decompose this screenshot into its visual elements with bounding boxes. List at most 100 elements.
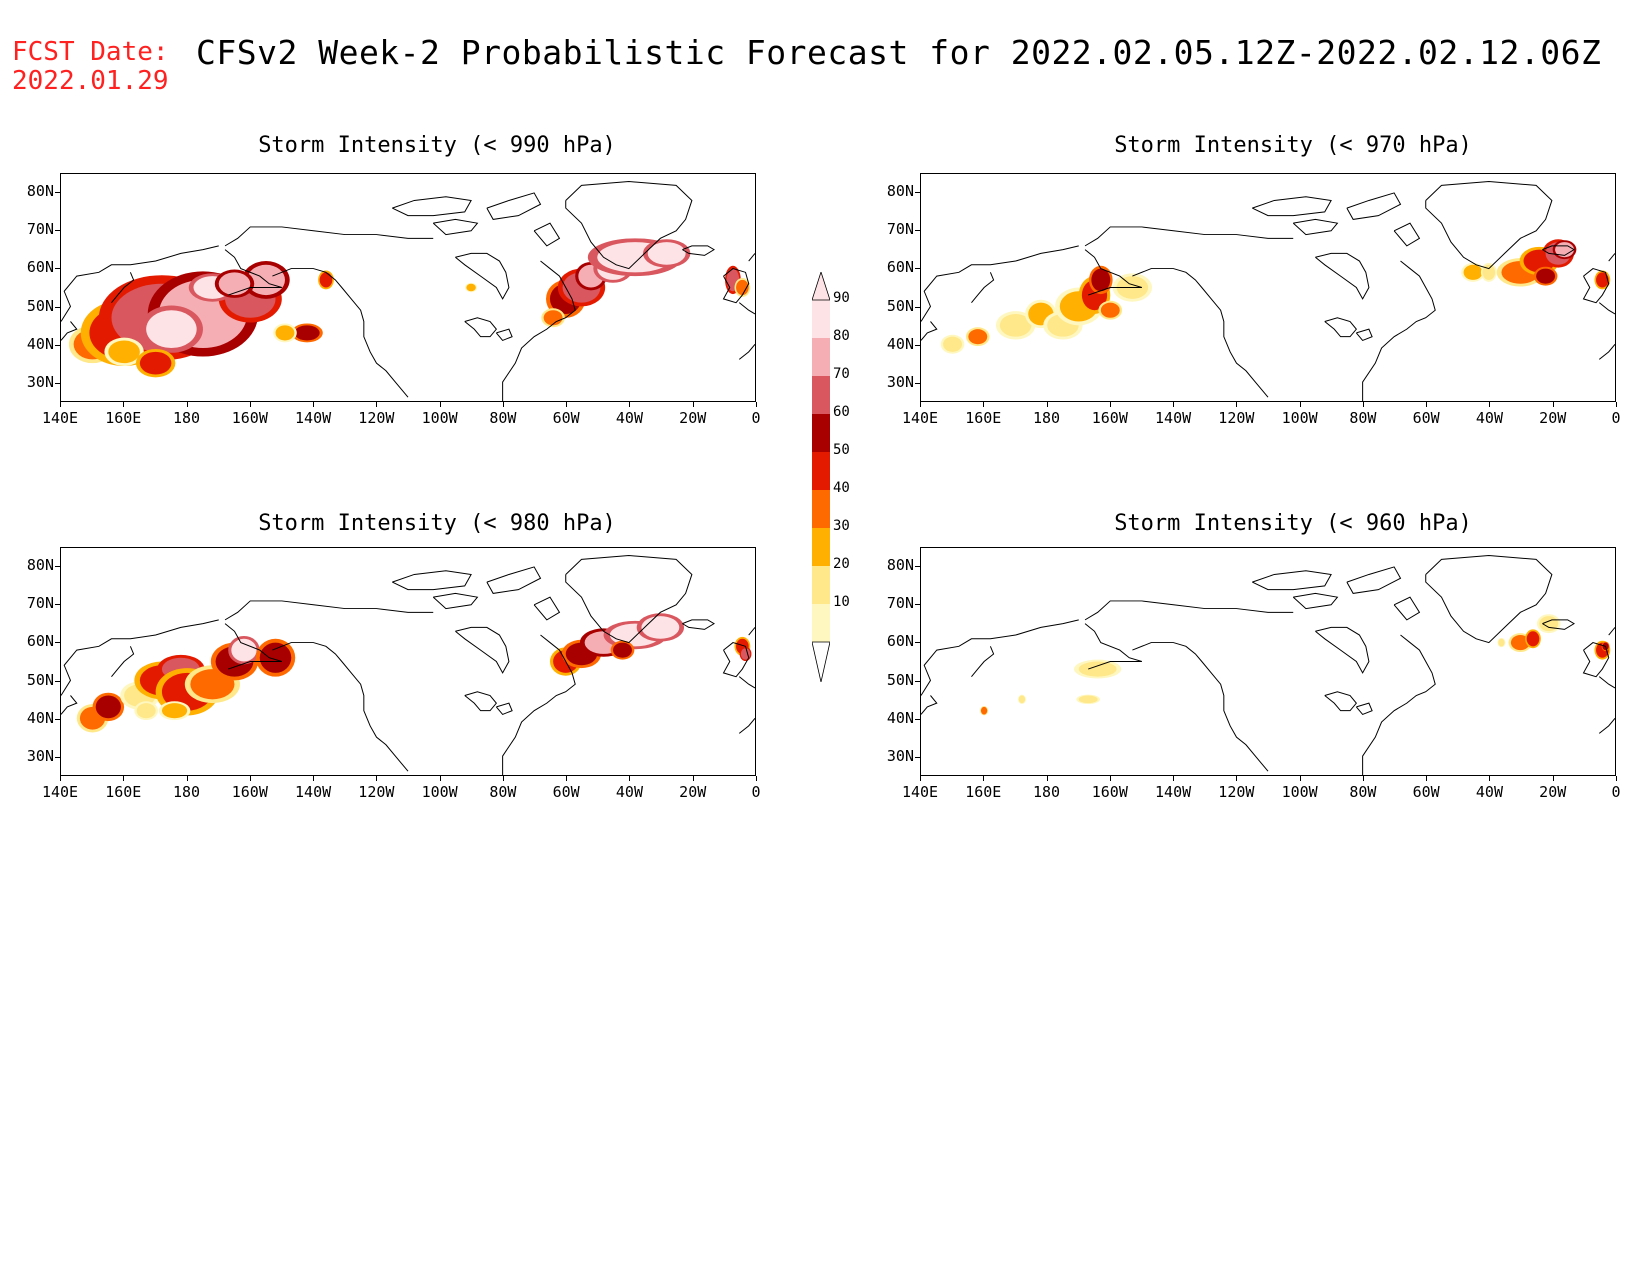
lon-label: 20W <box>679 783 707 801</box>
lon-tick <box>1046 776 1048 781</box>
lon-label: 140E <box>41 783 79 801</box>
coastline <box>738 717 755 734</box>
lat-tick <box>55 306 60 308</box>
lat-tick <box>915 230 920 232</box>
lon-label: 40W <box>1475 783 1503 801</box>
lat-label: 30N <box>26 372 54 391</box>
colorbar-label: 50 <box>833 442 850 458</box>
lat-label: 40N <box>26 334 54 353</box>
probability-area <box>319 272 333 288</box>
lon-label: 40W <box>1475 409 1503 427</box>
probability-area <box>146 310 197 349</box>
probability-area <box>613 642 632 658</box>
map-panel-980 <box>60 547 756 776</box>
lat-tick <box>915 566 920 568</box>
lon-tick <box>439 402 441 407</box>
probability-area <box>641 616 680 639</box>
coastline <box>61 695 78 715</box>
coastline <box>1132 268 1269 398</box>
coastline <box>455 626 510 674</box>
lat-tick <box>915 756 920 758</box>
coastline <box>224 600 434 621</box>
lon-label: 0 <box>1611 783 1621 801</box>
lon-tick <box>376 776 378 781</box>
lat-tick <box>915 268 920 270</box>
coastline <box>738 676 755 689</box>
lon-tick <box>1299 402 1301 407</box>
coastline <box>1084 226 1294 247</box>
lon-tick <box>123 402 125 407</box>
lat-label: 40N <box>886 708 914 727</box>
coastline <box>464 691 497 712</box>
coastline <box>392 570 472 591</box>
coastline <box>921 245 1079 322</box>
lat-label: 80N <box>26 556 54 575</box>
coastline <box>1425 181 1553 270</box>
coastline <box>1252 196 1332 217</box>
colorbar-label: 80 <box>833 328 850 344</box>
lat-label: 60N <box>886 258 914 277</box>
coastline <box>1324 691 1357 712</box>
map-panel-960 <box>920 547 1616 776</box>
lon-tick <box>1489 776 1491 781</box>
lon-label: 160W <box>1091 409 1128 427</box>
lon-tick <box>60 776 61 781</box>
probability-area <box>95 695 121 719</box>
lon-label: 80W <box>1349 783 1377 801</box>
probability-area <box>968 329 988 345</box>
probability-area <box>999 313 1032 337</box>
coastline <box>1582 268 1610 304</box>
lon-tick <box>1616 402 1617 407</box>
lon-label: 40W <box>615 783 643 801</box>
lon-label: 120W <box>358 783 395 801</box>
coastline <box>224 249 283 296</box>
lon-label: 140W <box>1155 409 1192 427</box>
lon-label: 180 <box>172 409 201 427</box>
lat-tick <box>915 192 920 194</box>
coastline <box>432 592 479 610</box>
coastline <box>432 218 479 236</box>
map-svg-970 <box>921 181 1615 401</box>
lat-label: 30N <box>886 372 914 391</box>
lat-label: 50N <box>26 670 54 689</box>
coastline <box>682 245 715 256</box>
lat-label: 60N <box>26 258 54 277</box>
lon-label: 20W <box>1539 409 1567 427</box>
probability-area <box>647 242 686 265</box>
coastline <box>1582 642 1610 678</box>
lon-label: 60W <box>1412 783 1440 801</box>
colorbar <box>812 272 830 682</box>
colorbar-swatch <box>812 414 830 452</box>
lat-label: 60N <box>26 632 54 651</box>
coastline <box>722 642 750 678</box>
colorbar-label: 60 <box>833 404 850 420</box>
lat-tick <box>915 382 920 384</box>
lon-tick <box>502 776 504 781</box>
forecast-date-block: FCST Date: 2022.01.29 <box>12 38 169 96</box>
coastline <box>272 268 409 398</box>
lat-tick <box>55 566 60 568</box>
lon-tick <box>1109 402 1111 407</box>
probability-area <box>980 706 988 715</box>
probability-area <box>1078 661 1117 677</box>
lat-label: 80N <box>26 182 54 201</box>
forecast-date-value: 2022.01.29 <box>12 66 169 96</box>
coastline <box>1292 592 1339 610</box>
lon-label: 80W <box>489 783 517 801</box>
lon-tick <box>123 776 125 781</box>
lon-label: 120W <box>1218 783 1255 801</box>
lon-tick <box>756 776 757 781</box>
lon-tick <box>439 776 441 781</box>
probability-area <box>218 272 251 296</box>
lon-label: 40W <box>615 409 643 427</box>
probability-area <box>231 638 257 662</box>
probability-area <box>736 279 749 296</box>
probability-area <box>294 325 320 341</box>
coastline <box>1315 252 1370 300</box>
lat-tick <box>915 642 920 644</box>
lon-label: 60W <box>552 409 580 427</box>
coastline <box>1324 317 1357 338</box>
colorbar-swatch <box>812 300 830 338</box>
lon-tick <box>1109 776 1111 781</box>
lon-tick <box>186 402 188 407</box>
